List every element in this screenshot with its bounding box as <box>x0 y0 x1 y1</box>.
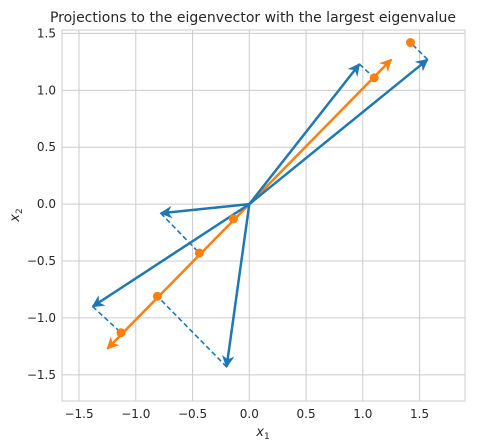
y-tick-label: 1.0 <box>37 83 56 97</box>
y-tick-label: −0.5 <box>27 254 56 268</box>
grid <box>62 30 465 401</box>
projection-points <box>116 38 416 338</box>
x-axis-label: x1 <box>255 425 269 442</box>
data-vector <box>91 203 250 308</box>
y-tick-label: −1.0 <box>27 311 56 325</box>
x-tick-label: −1.5 <box>64 407 93 421</box>
y-tick-label: 0.5 <box>37 140 56 154</box>
projection-link <box>92 305 122 334</box>
projection-point <box>152 291 162 301</box>
projection-link <box>156 295 228 368</box>
x-tick-labels: −1.5 −1.0 −0.5 0.0 0.5 1.0 1.5 <box>64 407 429 421</box>
projection-point <box>406 38 416 48</box>
projection-point <box>194 248 204 258</box>
chart-title: Projections to the eigenvector with the … <box>50 10 456 26</box>
eigenvector-arrow <box>248 58 393 205</box>
plot-area <box>62 30 465 401</box>
data-vector <box>248 63 361 205</box>
plot-frame <box>61 29 466 402</box>
x-tick-label: 0.5 <box>297 407 316 421</box>
eigenvector-arrow <box>106 203 251 350</box>
y-tick-label: −1.5 <box>27 368 56 382</box>
x-tick-label: −1.0 <box>121 407 150 421</box>
data-vector <box>159 202 250 219</box>
projection-link <box>160 212 200 254</box>
x-tick-label: −0.5 <box>178 407 207 421</box>
projection-point <box>228 214 238 224</box>
data-vectors <box>91 58 429 369</box>
x-tick-label: 0.0 <box>240 407 259 421</box>
y-tick-labels: −1.5 −1.0 −0.5 0.0 0.5 1.0 1.5 <box>27 26 56 381</box>
x-tick-label: 1.0 <box>353 407 372 421</box>
y-tick-label: 0.0 <box>37 197 56 211</box>
x-tick-label: 1.5 <box>410 407 429 421</box>
y-tick-label: 1.5 <box>37 26 56 40</box>
eigenvector-arrows <box>106 58 393 350</box>
data-vector <box>221 203 251 369</box>
data-vector <box>248 58 429 206</box>
projection-point <box>116 328 126 338</box>
y-axis-label: x2 <box>8 208 25 222</box>
projection-point <box>369 73 379 83</box>
